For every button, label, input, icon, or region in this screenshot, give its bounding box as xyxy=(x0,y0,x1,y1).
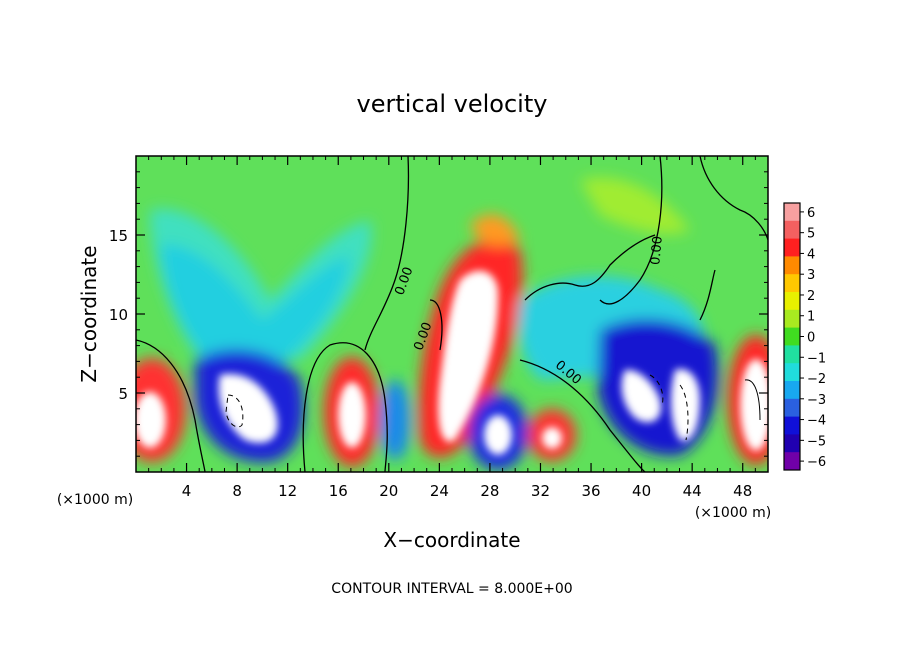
x-axis-ticks: 4 8 12 16 20 24 28 32 36 40 44 48 xyxy=(148,156,756,500)
colorbar-tick-label: 0 xyxy=(807,331,815,346)
y-tick-label: 15 xyxy=(109,227,128,245)
colorbar-swatch xyxy=(784,452,800,471)
x-unit-left: (×1000 m) xyxy=(57,492,133,508)
colorbar-swatch xyxy=(784,292,800,311)
y-tick-label: 5 xyxy=(118,385,128,403)
colorbar-tick-label: −2 xyxy=(807,372,826,387)
colorbar-swatch xyxy=(784,238,800,257)
colorbar-tick-label: 1 xyxy=(807,310,815,325)
x-tick-label: 28 xyxy=(480,482,499,500)
colorbar-tick-label: −3 xyxy=(807,393,826,408)
x-tick-label: 20 xyxy=(379,482,398,500)
x-axis-label: X−coordinate xyxy=(383,528,520,552)
x-unit-right: (×1000 m) xyxy=(695,505,771,521)
colorbar-swatch xyxy=(784,274,800,293)
x-tick-label: 40 xyxy=(632,482,651,500)
colorbar-swatch xyxy=(784,309,800,329)
chart-title: vertical velocity xyxy=(357,90,548,118)
colorbar-swatch xyxy=(784,220,800,240)
x-tick-label: 16 xyxy=(329,482,348,500)
contour-lines xyxy=(136,156,768,472)
dashed-contours xyxy=(225,374,689,441)
y-axis-ticks: 5 10 15 xyxy=(109,171,768,457)
colorbar-swatch xyxy=(784,327,800,346)
colorbar-tick-label: −5 xyxy=(807,434,826,449)
colorbar-tick-label: −6 xyxy=(807,455,826,470)
x-tick-label: 4 xyxy=(182,482,192,500)
colorbar-tick-label: 6 xyxy=(807,206,815,221)
colorbar-swatch xyxy=(784,381,800,400)
colorbar-tick-label: −1 xyxy=(807,351,826,366)
colorbar-swatch xyxy=(784,345,800,364)
colorbar-swatch xyxy=(784,434,800,453)
colorbar-swatch xyxy=(784,398,800,418)
colorbar: 6 5 4 3 2 1 0 −1 −2 −3 −4 −5 −6 xyxy=(783,202,826,471)
x-tick-label: 8 xyxy=(232,482,242,500)
x-tick-label: 32 xyxy=(531,482,550,500)
y-tick-label: 10 xyxy=(109,306,128,324)
colorbar-tick-label: 3 xyxy=(807,268,815,283)
x-tick-label: 44 xyxy=(683,482,702,500)
velocity-field xyxy=(136,156,768,472)
colorbar-tick-label: 4 xyxy=(807,247,815,262)
x-tick-label: 12 xyxy=(278,482,297,500)
x-tick-label: 24 xyxy=(430,482,449,500)
colorbar-tick-label: 5 xyxy=(807,227,815,242)
y-axis-label: Z−coordinate xyxy=(77,245,101,382)
x-tick-label: 48 xyxy=(733,482,752,500)
colorbar-swatch xyxy=(784,203,800,222)
colorbar-swatch xyxy=(784,363,800,382)
contour-interval-note: CONTOUR INTERVAL = 8.000E+00 xyxy=(331,581,572,597)
colorbar-tick-label: −4 xyxy=(807,414,826,429)
contour-label: 0.00 xyxy=(648,235,665,265)
colorbar-swatch xyxy=(784,416,800,435)
colorbar-swatch xyxy=(784,256,800,275)
x-tick-label: 36 xyxy=(581,482,600,500)
colorbar-tick-label: 2 xyxy=(807,289,815,304)
